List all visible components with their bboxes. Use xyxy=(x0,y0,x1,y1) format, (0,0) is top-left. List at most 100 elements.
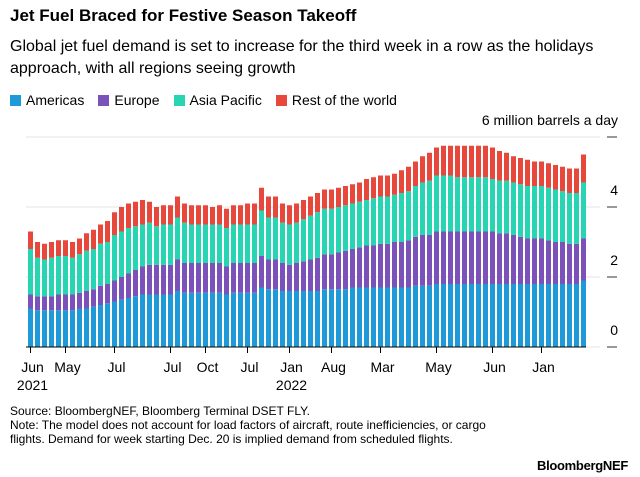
bar-segment xyxy=(413,161,418,186)
bar-segment xyxy=(497,151,502,181)
legend-item: Asia Pacific xyxy=(173,92,262,108)
bar-segment xyxy=(266,217,271,260)
logo: BloombergNEF xyxy=(536,458,628,473)
bar-segment xyxy=(399,170,404,193)
bar-segment xyxy=(133,226,138,270)
note: Note: The model does not account for loa… xyxy=(10,418,486,446)
bar-segment xyxy=(504,233,509,284)
bar-segment xyxy=(322,189,327,209)
bar-segment xyxy=(322,254,327,290)
bar-segment xyxy=(161,224,166,265)
bar-segment xyxy=(63,240,68,256)
bar-segment xyxy=(497,233,502,284)
bar-segment xyxy=(259,287,264,347)
bar-segment xyxy=(245,203,250,225)
bar-segment xyxy=(483,145,488,178)
bar-segment xyxy=(42,259,47,297)
bar-segment xyxy=(203,224,208,263)
bar-segment xyxy=(259,210,264,256)
bar-segment xyxy=(511,284,516,347)
bar-segment xyxy=(483,284,488,347)
bar-segment xyxy=(476,284,481,347)
bar-segment xyxy=(518,236,523,284)
bar-segment xyxy=(364,287,369,347)
bar-segment xyxy=(280,203,285,223)
bar-segment xyxy=(567,284,572,347)
legend: Americas Europe Asia Pacific Rest of the wo… xyxy=(10,92,397,108)
bar-segment xyxy=(511,182,516,235)
bar-segment xyxy=(322,208,327,255)
bar-segment xyxy=(28,308,33,347)
legend-label: Europe xyxy=(114,92,160,108)
bar-segment xyxy=(308,291,313,347)
bar-segment xyxy=(252,203,257,225)
chart-subtitle: Global jet fuel demand is set to increas… xyxy=(10,38,594,77)
bar-segment xyxy=(49,310,54,347)
bar-segment xyxy=(504,284,509,347)
bar-segment xyxy=(56,256,61,295)
bar-segment xyxy=(441,145,446,176)
bar-segment xyxy=(294,263,299,291)
legend-swatch xyxy=(173,94,185,106)
bar-segment xyxy=(175,196,180,218)
bar-segment xyxy=(301,261,306,291)
bar-segment xyxy=(462,231,467,284)
bar-segment xyxy=(427,180,432,235)
bar-segment xyxy=(469,231,474,284)
bar-segment xyxy=(210,263,215,293)
bar-segment xyxy=(525,186,530,239)
bar-segment xyxy=(483,177,488,232)
bar-segment xyxy=(441,175,446,232)
bar-segment xyxy=(245,263,250,293)
bar-segment xyxy=(35,310,40,347)
bar-segment xyxy=(525,238,530,284)
bar-segment xyxy=(455,284,460,347)
bar-segment xyxy=(518,184,523,237)
legend-item: Americas xyxy=(10,92,84,108)
bar-segment xyxy=(532,161,537,186)
x-tick-label: Jun xyxy=(21,359,44,375)
bar-segment xyxy=(112,301,117,347)
x-tick-label: Jul xyxy=(164,359,182,375)
bar-segment xyxy=(133,201,138,227)
y-tick-label: 4 xyxy=(610,182,618,198)
legend-label: Americas xyxy=(26,92,85,108)
bar-segment xyxy=(532,186,537,239)
bar-segment xyxy=(63,310,68,347)
bar-segment xyxy=(378,175,383,197)
bar-segment xyxy=(413,285,418,347)
bar-segment xyxy=(581,182,586,239)
bar-segment xyxy=(245,292,250,347)
bar-segment xyxy=(343,289,348,347)
bar-segment xyxy=(490,179,495,232)
bar-segment xyxy=(182,263,187,293)
x-tick-label: May xyxy=(54,359,80,375)
bar-segment xyxy=(581,280,586,347)
legend-label: Asia Pacific xyxy=(189,92,262,108)
bar-segment xyxy=(294,222,299,263)
bar-segment xyxy=(210,292,215,347)
bar-segment xyxy=(392,173,397,195)
bar-segment xyxy=(399,242,404,288)
bar-segment xyxy=(168,205,173,225)
bar-segment xyxy=(42,296,47,311)
bar-segment xyxy=(70,310,75,347)
bar-segment xyxy=(497,180,502,234)
bar-segment xyxy=(329,254,334,290)
y-tick-label: 2 xyxy=(610,252,618,268)
bar-segment xyxy=(539,238,544,284)
bar-segment xyxy=(238,205,243,225)
bar-segment xyxy=(203,263,208,293)
bar-segment xyxy=(35,296,40,311)
bar-segment xyxy=(266,289,271,347)
bar-segment xyxy=(378,287,383,347)
bar-segment xyxy=(77,292,82,309)
bar-segment xyxy=(84,233,89,251)
x-tick-label: Jun xyxy=(483,359,506,375)
bar-segment xyxy=(322,289,327,347)
bar-segment xyxy=(210,207,215,225)
bar-segment xyxy=(224,208,229,228)
bar-segment xyxy=(84,291,89,309)
bar-segment xyxy=(357,287,362,347)
